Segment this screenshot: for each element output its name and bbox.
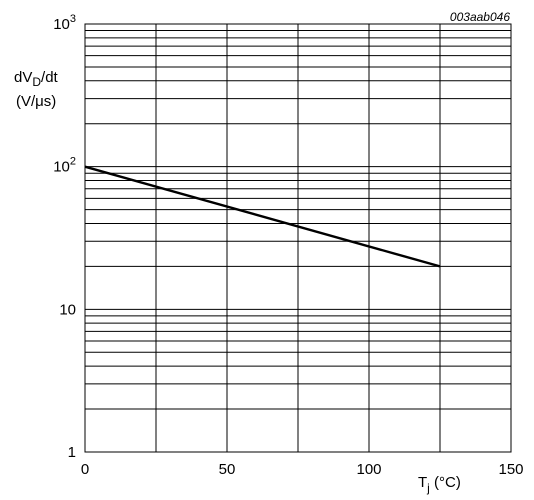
x-axis-label-tail: (°C) [430, 474, 461, 491]
y-tick-label: 10 [59, 301, 76, 318]
x-tick-label: 50 [219, 461, 236, 478]
series-layer [84, 165, 441, 268]
y-axis-label-base: dV [14, 69, 32, 86]
y-tick-label-base: 10 [59, 301, 76, 318]
x-tick-label: 100 [356, 461, 381, 478]
y-axis-label-line2: (V/μs) [16, 93, 56, 110]
figure-id: 003aab046 [450, 10, 510, 24]
x-axis-label: Tj (°C) [418, 474, 461, 495]
y-tick-label: 103 [53, 13, 76, 33]
y-tick-label: 102 [53, 156, 76, 176]
y-axis-label-subscript: D [32, 75, 41, 89]
series-line-1 [84, 165, 441, 268]
y-tick-label-exponent: 3 [70, 13, 76, 25]
x-tick-label: 150 [498, 461, 523, 478]
grid [85, 24, 511, 452]
y-tick-label: 1 [68, 444, 76, 461]
x-axis-label-base: T [418, 474, 427, 491]
y-tick-label-exponent: 2 [70, 156, 76, 168]
y-tick-label-base: 10 [53, 16, 70, 33]
y-axis-label-tail: /dt [41, 69, 59, 86]
plot-frame [84, 23, 512, 453]
y-tick-label-base: 1 [68, 444, 76, 461]
y-axis-label-line1: dVD/dt [14, 69, 59, 89]
x-tick-label: 0 [81, 461, 89, 478]
x-axis-label-subscript: j [426, 481, 430, 495]
y-tick-label-base: 10 [53, 159, 70, 176]
